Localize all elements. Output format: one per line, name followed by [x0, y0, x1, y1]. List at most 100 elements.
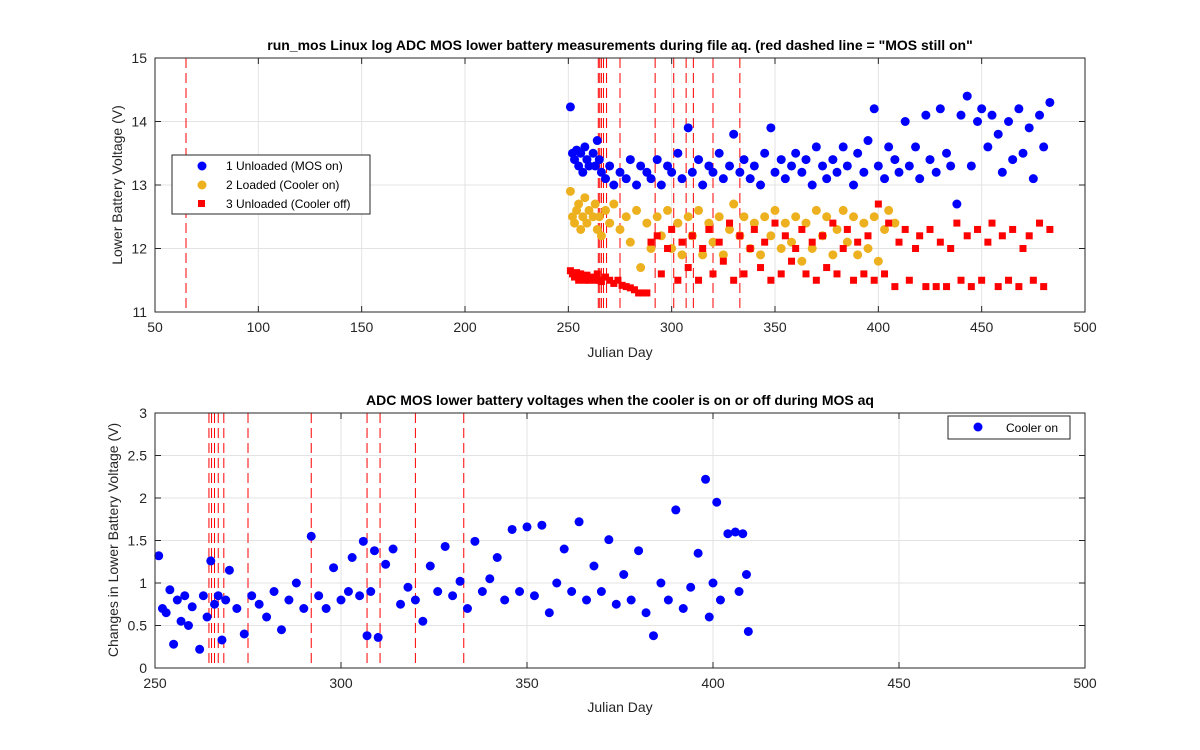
data-point	[842, 161, 852, 171]
data-point	[859, 167, 869, 177]
legend-marker-cooler-on	[973, 422, 983, 432]
data-point	[570, 218, 580, 228]
data-point	[656, 180, 666, 190]
x-tick-label: 400	[867, 319, 891, 335]
data-point	[642, 167, 652, 177]
data-point	[552, 578, 562, 588]
data-point	[306, 531, 316, 541]
bottom-plot-ticks: 250 300 350 400 450 500 0 0.5 1 1.5 2 2.5 3	[128, 405, 1097, 691]
data-point	[1035, 110, 1045, 120]
data-point	[828, 250, 838, 260]
data-point	[749, 161, 759, 171]
data-point	[956, 110, 966, 120]
data-point	[573, 269, 581, 277]
data-point	[740, 270, 748, 278]
data-point	[947, 245, 955, 252]
data-point	[739, 155, 749, 165]
x-tick-label: 450	[887, 675, 911, 691]
y-tick-label: 1.5	[128, 533, 148, 549]
y-tick-label: 0.5	[128, 618, 148, 634]
data-point	[373, 632, 383, 642]
data-point	[694, 205, 704, 215]
data-point	[206, 556, 216, 566]
data-point	[736, 232, 744, 240]
x-tick-label: 250	[143, 675, 167, 691]
data-point	[708, 237, 718, 247]
data-point	[797, 167, 807, 177]
data-point	[667, 167, 677, 177]
data-point	[602, 273, 610, 281]
data-point	[477, 587, 487, 596]
bottom-legend-box	[947, 415, 1071, 440]
data-point	[646, 244, 656, 253]
data-point	[709, 270, 717, 278]
data-point	[822, 174, 832, 184]
data-point	[912, 245, 920, 252]
data-point	[777, 270, 785, 278]
data-point	[756, 180, 766, 190]
y-tick-label: 1	[139, 575, 147, 591]
data-point	[974, 225, 982, 233]
data-point	[576, 148, 586, 158]
data-point	[946, 161, 956, 171]
data-point	[291, 578, 301, 588]
data-point	[664, 245, 672, 252]
data-point	[869, 104, 879, 114]
data-point	[276, 625, 286, 635]
data-point	[232, 604, 242, 613]
data-point	[388, 544, 398, 554]
x-tick-label: 50	[147, 319, 163, 335]
data-point	[369, 546, 379, 556]
data-point	[915, 174, 925, 184]
data-point	[462, 604, 472, 613]
data-point	[838, 142, 848, 152]
data-point	[791, 212, 801, 222]
data-point	[823, 264, 831, 272]
data-point	[832, 167, 842, 177]
data-point	[224, 565, 234, 575]
data-point	[922, 283, 930, 291]
data-point	[895, 238, 903, 246]
data-point	[314, 591, 324, 601]
data-point	[942, 148, 952, 158]
data-point	[730, 276, 738, 284]
data-point	[967, 283, 975, 291]
data-point	[911, 142, 921, 152]
data-point	[853, 250, 863, 260]
data-point	[749, 218, 759, 228]
data-point	[838, 205, 848, 215]
data-point	[715, 595, 725, 605]
bottom-plot-title: ADC MOS lower battery voltages when the …	[366, 392, 874, 408]
data-point	[788, 257, 796, 265]
data-point	[683, 212, 693, 222]
data-point	[859, 218, 869, 228]
data-point	[750, 225, 758, 233]
data-point	[704, 218, 714, 228]
data-point	[1024, 123, 1034, 133]
data-point	[621, 174, 631, 184]
data-point	[757, 264, 765, 272]
data-point	[766, 123, 776, 133]
data-point	[921, 110, 931, 120]
data-point	[262, 612, 272, 622]
data-point	[1025, 232, 1033, 240]
x-tick-label: 500	[1073, 319, 1097, 335]
data-point	[701, 474, 711, 484]
data-point	[869, 212, 879, 222]
data-point	[183, 621, 193, 630]
data-point	[269, 587, 279, 596]
data-point	[678, 238, 686, 246]
data-point	[916, 232, 924, 240]
data-point	[767, 276, 775, 284]
data-point	[963, 232, 971, 240]
data-point	[787, 237, 797, 247]
data-point	[673, 148, 683, 158]
data-point	[622, 283, 630, 291]
top-plot-legend: 1 Unloaded (MOS on) 2 Loaded (Cooler on)…	[171, 154, 371, 215]
data-point	[712, 497, 722, 507]
x-tick-label: 350	[763, 319, 787, 335]
data-point	[1005, 276, 1013, 284]
data-point	[718, 250, 728, 260]
data-point	[609, 199, 619, 209]
data-point	[792, 245, 800, 252]
